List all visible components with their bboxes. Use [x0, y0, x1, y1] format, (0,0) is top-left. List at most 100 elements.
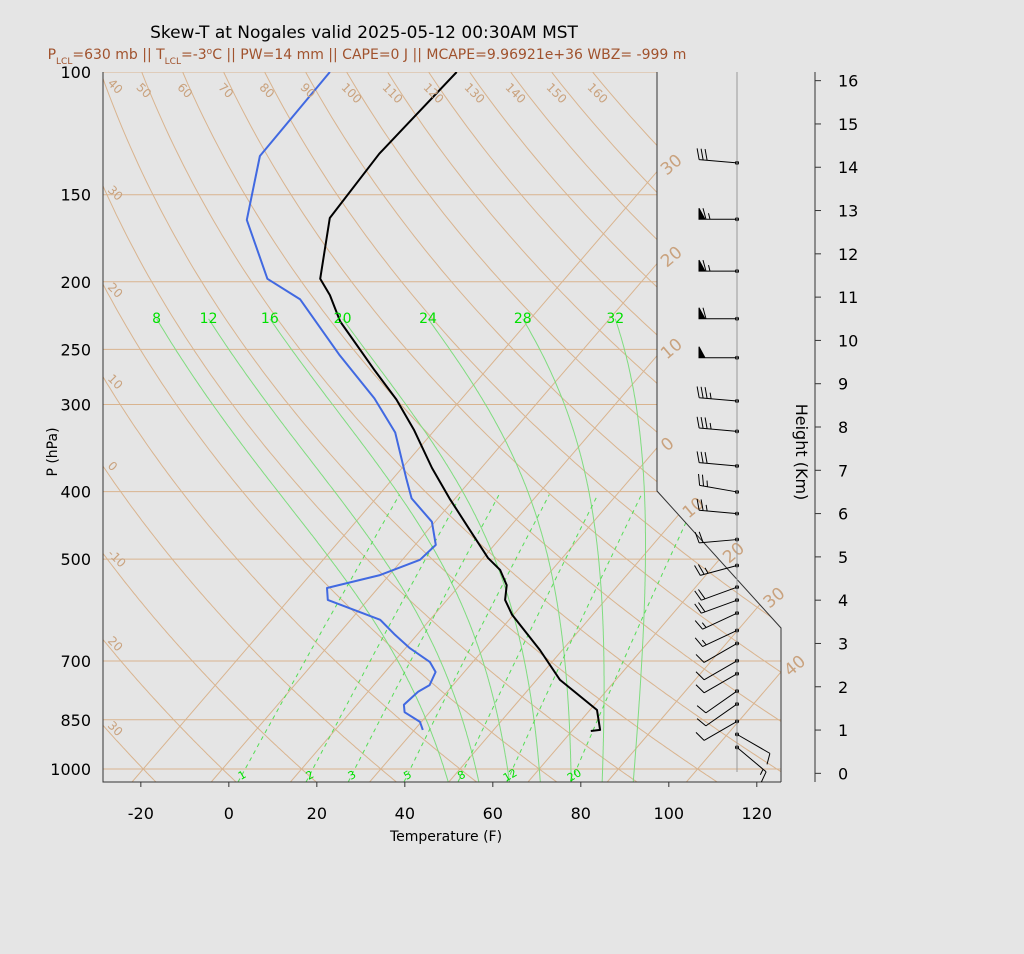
y2-tick-label: 12 — [838, 245, 858, 264]
wind-barb — [694, 586, 738, 601]
subtitle-run: LCL — [165, 57, 181, 67]
y-tick-label: 250 — [60, 340, 91, 359]
wind-barb — [695, 720, 738, 741]
dry-adiabat-line — [103, 72, 237, 782]
dry-adiabat-line — [103, 72, 718, 782]
dry-adiabat-line — [103, 72, 157, 782]
moist-adiabat-line — [427, 318, 572, 782]
y2-tick-label: 10 — [838, 331, 858, 350]
dry-adiabat-line — [264, 72, 781, 782]
moist-adiabat-label: 32 — [606, 311, 624, 327]
y2-tick-label: 4 — [838, 591, 848, 610]
wind-barb — [695, 673, 738, 694]
wind-barb — [698, 259, 737, 272]
y2-tick-label: 3 — [838, 634, 848, 653]
wind-barb — [695, 660, 738, 681]
wind-barb — [695, 643, 738, 663]
dry-adiabat-line — [103, 72, 477, 782]
profile-line — [319, 72, 602, 732]
moist-adiabat-label: 28 — [514, 311, 532, 327]
wind-barb — [696, 451, 738, 467]
x-tick-label: 100 — [654, 804, 685, 823]
y2-axis-label: Height (Km) — [792, 404, 811, 501]
isotherm-line — [527, 72, 781, 782]
y2-tick-label: 5 — [838, 548, 848, 567]
dry-adiabat-line — [387, 72, 781, 782]
dry-adiabat-line — [141, 72, 781, 782]
wind-barb — [698, 207, 737, 220]
y2-tick-label: 11 — [838, 288, 858, 307]
chart-title: Skew-T at Nogales valid 2025-05-12 00:30… — [150, 23, 578, 43]
y-tick-label: 300 — [60, 396, 91, 415]
y2-tick-label: 6 — [838, 505, 848, 524]
x-tick-label: 40 — [395, 804, 415, 823]
y2-tick-label: 7 — [838, 461, 848, 480]
mixing-ratio-label: 20 — [565, 766, 584, 784]
wind-barb — [698, 346, 737, 359]
subtitle-run: =630 mb || T — [72, 47, 165, 63]
moist-adiabat-line — [522, 318, 605, 782]
profile-line — [245, 72, 437, 731]
chart-subtitle: PLCL=630 mb || TLCL=-3oC || PW=14 mm || … — [48, 47, 687, 67]
y2-tick-label: 14 — [838, 158, 858, 177]
wind-barb — [736, 746, 767, 783]
dry-adiabat-line — [223, 72, 781, 782]
x-tick-label: 120 — [742, 804, 773, 823]
dry-adiabat-line — [182, 72, 781, 782]
y-tick-label: 100 — [60, 63, 91, 82]
x-tick-label: 0 — [224, 804, 234, 823]
mixing-ratio-line — [570, 494, 700, 782]
mixing-ratio-line — [506, 494, 642, 782]
wind-barb — [694, 599, 738, 614]
moist-adiabat-line — [342, 318, 541, 782]
wind-barb — [694, 564, 738, 576]
wind-barb — [694, 531, 738, 544]
subtitle-run: LCL — [56, 57, 72, 67]
mixing-ratio-label: 12 — [501, 766, 520, 784]
y2-tick-label: 9 — [838, 375, 848, 394]
y2-tick-label: 0 — [838, 764, 848, 783]
y-tick-label: 500 — [60, 550, 91, 569]
isotherm-line — [131, 72, 744, 782]
dry-adiabat-line — [103, 72, 397, 782]
plot-border — [656, 72, 782, 782]
wind-barb — [696, 498, 738, 515]
moist-adiabat-label: 12 — [200, 311, 218, 327]
x-tick-label: 20 — [307, 804, 327, 823]
y-tick-label: 700 — [60, 652, 91, 671]
mixing-ratio-line — [403, 494, 550, 782]
wind-barb — [698, 307, 737, 320]
y2-tick-label: 13 — [838, 202, 858, 221]
moist-adiabat-label: 24 — [419, 311, 437, 327]
wind-barb — [696, 386, 738, 402]
moist-adiabat-line — [614, 318, 646, 782]
x-tick-label: -20 — [128, 804, 154, 823]
mixing-ratio-line — [457, 494, 599, 782]
moist-adiabat-line — [156, 318, 449, 782]
profiles — [245, 72, 602, 732]
wind-barb — [696, 148, 738, 164]
wind-barb — [736, 733, 771, 765]
dry-adiabat-line — [305, 72, 781, 782]
y-tick-label: 150 — [60, 186, 91, 205]
moist-adiabat-label: 8 — [152, 311, 161, 327]
x-tick-label: 60 — [483, 804, 503, 823]
wind-barb — [696, 690, 738, 714]
dry-adiabat-line — [103, 72, 317, 782]
y-axis-label: P (hPa) — [45, 427, 61, 476]
wind-barb — [696, 416, 738, 432]
moist-adiabat-line — [208, 318, 480, 782]
plot-border — [102, 72, 781, 783]
y-tick-label: 200 — [60, 273, 91, 292]
subtitle-run: o — [207, 47, 213, 57]
subtitle-run: C || PW=14 mm || CAPE=0 J || MCAPE=9.969… — [212, 47, 686, 63]
y2-tick-label: 8 — [838, 418, 848, 437]
isotherm-line — [290, 72, 781, 782]
moist-adiabat-line — [269, 318, 510, 782]
subtitle-run: P — [48, 47, 56, 63]
y2-tick-label: 15 — [838, 115, 858, 134]
x-tick-label: 80 — [571, 804, 591, 823]
